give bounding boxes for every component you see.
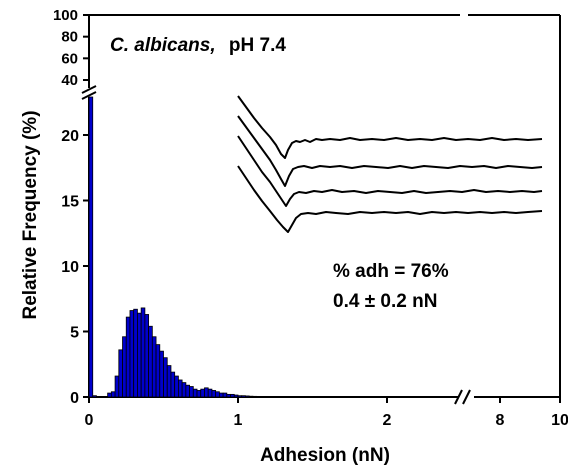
histogram-bar [215,391,220,398]
histogram-bar [110,391,116,398]
histogram-bar [192,388,198,398]
y-tick-label: 5 [70,325,79,342]
force-curve-4 [237,165,543,233]
histogram-bar [256,396,261,398]
histogram-bar [125,316,131,398]
histogram-bar [230,393,235,398]
histogram-bar [151,336,157,398]
histogram-bar [140,307,146,398]
histogram-bar [129,310,135,398]
force-curve-2 [237,115,543,187]
histogram-bar [226,393,231,398]
histogram-bar [88,96,94,398]
y-tick-label: 20 [61,128,79,145]
histogram-bar [211,390,217,398]
histogram-bar [170,371,176,398]
chart-title: C. albicans, pH 7.4 [110,35,286,56]
histogram-bar [204,387,209,398]
histogram-bar [237,395,243,398]
y-ticks-upper: 40 60 80 100 [53,7,89,89]
histogram-bar [222,392,228,398]
histogram-bar [252,395,258,398]
x-tick-label: 8 [496,412,505,429]
histogram-bar [163,357,168,398]
force-curve-1 [237,95,543,159]
histogram-bar [114,375,120,398]
histogram-bar [218,392,224,398]
y-tick-label: 10 [61,259,79,276]
histogram-bar [174,375,179,398]
histogram-bar [207,388,213,398]
x-ticks: 0 1 2 8 10 [85,397,568,429]
y-tick-label: 15 [61,194,79,211]
histogram-bar [148,325,153,398]
histogram-bar [245,395,250,398]
axes-frame [88,14,561,398]
x-tick-label: 0 [85,412,94,429]
histogram-bar [177,379,183,398]
histogram-bar [155,344,161,398]
y-axis-label: Relative Frequency (%) [20,110,41,319]
histogram-bar [241,395,246,398]
histogram-bar [107,392,112,398]
histogram-bar [196,390,202,398]
y-ticks-lower: 0 5 10 15 20 [61,128,89,407]
y-tick-label: 40 [61,72,78,89]
title-condition: pH 7.4 [229,35,286,56]
histogram-bar [144,314,150,398]
histogram-bar [166,365,172,398]
histogram-bar [133,308,138,398]
histogram-bar [233,394,239,398]
y-tick-label: 100 [53,7,78,24]
percent-adhesion-annotation: % adh = 76% [333,261,449,282]
histogram-bar [248,395,254,398]
x-axis-label: Adhesion (nN) [260,445,390,466]
histogram-bar [200,388,205,398]
histogram-bar [181,382,187,398]
x-tick-label: 10 [551,412,568,429]
histogram-bar [159,350,164,398]
histogram-bar [118,349,123,398]
histogram-bar [137,312,142,398]
histogram-bar [122,336,127,398]
y-tick-label: 60 [61,50,78,67]
mean-adhesion-annotation: 0.4 ± 0.2 nN [333,291,437,312]
y-tick-label: 80 [61,29,78,46]
histogram-bar [185,384,190,398]
force-curve-3 [237,135,543,207]
x-tick-label: 1 [234,412,243,429]
x-axis-break-marks [454,389,471,405]
x-tick-label: 2 [383,412,392,429]
histogram-bars [88,96,287,398]
title-species: C. albicans, [110,35,216,56]
y-axis-break-marks [81,85,97,100]
force-curves-inset [237,95,543,233]
histogram-bar [92,395,97,398]
histogram-bar [189,386,194,398]
y-tick-label: 0 [70,390,79,407]
